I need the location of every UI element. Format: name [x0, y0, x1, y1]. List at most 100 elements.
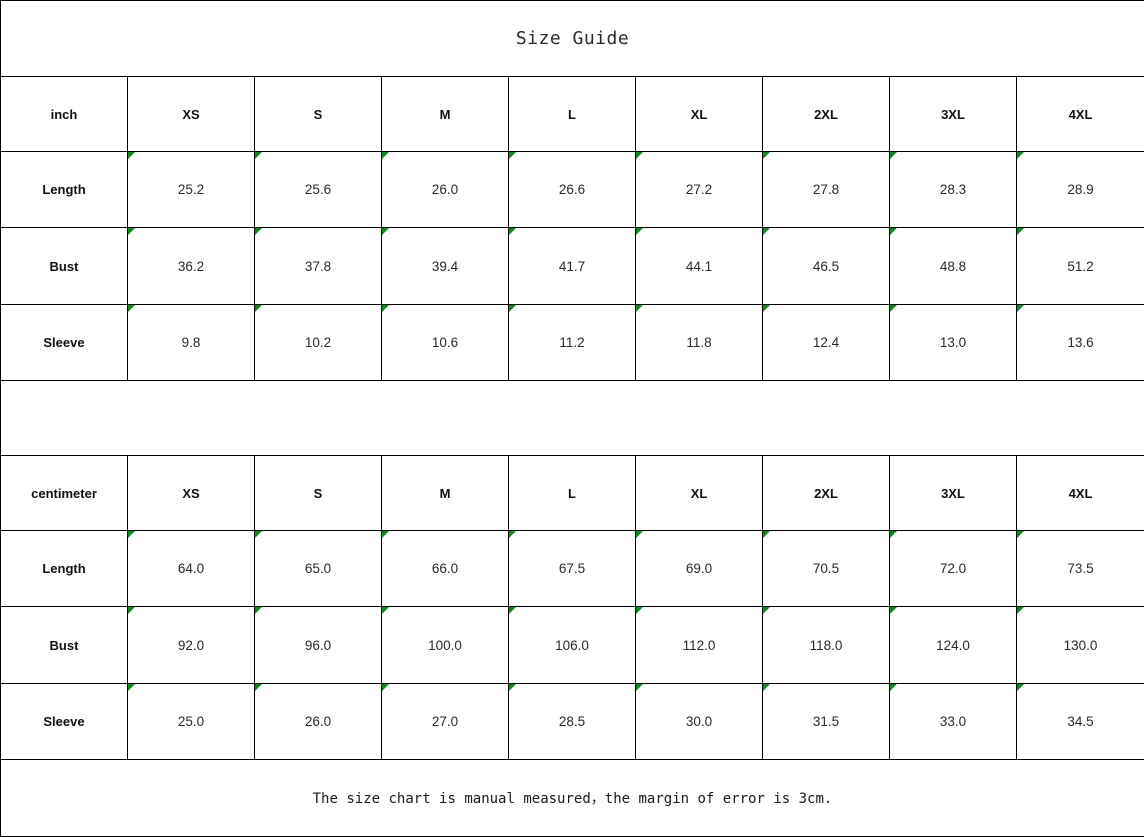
comment-marker-icon	[763, 152, 770, 159]
inch-row-label-sleeve: Sleeve	[1, 305, 128, 380]
measurement-value: 27.8	[812, 182, 840, 197]
centimeter-size-header-l: L	[509, 456, 636, 530]
measurement-value: 9.8	[181, 335, 201, 350]
measurement-cell: 48.8	[890, 228, 1017, 304]
measurement-cell: 67.5	[509, 531, 636, 606]
measurement-value: 41.7	[558, 258, 586, 274]
measurement-value: 25.2	[177, 182, 205, 197]
measurement-cell: 51.2	[1017, 228, 1144, 304]
comment-marker-icon	[763, 531, 770, 538]
measurement-cell: 33.0	[890, 684, 1017, 759]
measurement-value: 30.0	[685, 714, 713, 729]
comment-marker-icon	[636, 531, 643, 538]
centimeter-size-header-xl: XL	[636, 456, 763, 530]
comment-marker-icon	[382, 607, 389, 614]
comment-marker-icon	[1017, 531, 1024, 538]
measurement-value: 11.8	[686, 335, 712, 350]
measurement-value: 12.4	[812, 335, 840, 350]
comment-marker-icon	[763, 684, 770, 691]
inch-size-header-2xl: 2XL	[763, 77, 890, 151]
measurement-cell: 100.0	[382, 607, 509, 683]
measurement-cell: 44.1	[636, 228, 763, 304]
centimeter-row-label-sleeve: Sleeve	[1, 684, 128, 759]
measurement-value: 106.0	[555, 637, 589, 653]
measurement-value: 69.0	[685, 561, 713, 576]
measurement-cell: 27.2	[636, 152, 763, 227]
centimeter-size-header-s: S	[255, 456, 382, 530]
comment-marker-icon	[255, 305, 262, 312]
table-spacer-row	[1, 381, 1144, 456]
comment-marker-icon	[382, 531, 389, 538]
inch-table: inch XS S M L XL 2XL 3XL 4XL Length 25.2 25.6 26.0 26…	[1, 77, 1144, 381]
comment-marker-icon	[636, 684, 643, 691]
measurement-cell: 118.0	[763, 607, 890, 683]
measurement-cell: 27.8	[763, 152, 890, 227]
inch-size-header-s: S	[255, 77, 382, 151]
centimeter-size-header-xs: XS	[128, 456, 255, 530]
measurement-value: 11.2	[559, 335, 585, 350]
comment-marker-icon	[1017, 607, 1024, 614]
comment-marker-icon	[128, 228, 135, 235]
measurement-value: 26.0	[431, 182, 459, 197]
measurement-cell: 73.5	[1017, 531, 1144, 606]
measurement-cell: 11.8	[636, 305, 763, 380]
measurement-value: 33.0	[939, 714, 967, 729]
comment-marker-icon	[128, 684, 135, 691]
inch-size-header-4xl: 4XL	[1068, 106, 1093, 122]
centimeter-row-label-length: Length	[1, 531, 128, 606]
inch-size-header-3xl: 3XL	[890, 77, 1017, 151]
measurement-cell: 28.5	[509, 684, 636, 759]
measurement-value: 51.2	[1067, 258, 1094, 274]
measurement-cell: 10.6	[382, 305, 509, 380]
measurement-value: 96.0	[304, 637, 332, 653]
measurement-value: 31.5	[812, 714, 840, 729]
measurement-value: 130.0	[1063, 637, 1098, 653]
measurement-cell: 39.4	[382, 228, 509, 304]
measurement-value: 25.0	[177, 714, 205, 729]
comment-marker-icon	[128, 607, 135, 614]
comment-marker-icon	[763, 305, 770, 312]
measurement-value: 124.0	[936, 637, 970, 653]
measurement-cell: 26.0	[382, 152, 509, 227]
centimeter-row-label-bust: Bust	[1, 607, 128, 683]
measurement-value: 34.5	[1067, 714, 1094, 729]
measurement-cell: 25.0	[128, 684, 255, 759]
centimeter-size-header-2xl: 2XL	[763, 456, 890, 530]
measurement-value: 13.6	[1067, 335, 1094, 350]
measurement-value: 64.0	[177, 561, 205, 576]
centimeter-size-header-m: M	[382, 456, 509, 530]
comment-marker-icon	[890, 228, 897, 235]
comment-marker-icon	[382, 228, 389, 235]
comment-marker-icon	[382, 684, 389, 691]
comment-marker-icon	[763, 607, 770, 614]
table-row: Bust 36.2 37.8 39.4 41.7 44.1 46.5 48.8 51.2	[1, 228, 1144, 305]
measurement-value: 26.6	[558, 182, 586, 197]
comment-marker-icon	[509, 305, 516, 312]
measurement-cell: 64.0	[128, 531, 255, 606]
measurement-cell: 66.0	[382, 531, 509, 606]
comment-marker-icon	[382, 152, 389, 159]
measurement-cell: 130.0	[1017, 607, 1144, 683]
measurement-value: 100.0	[428, 637, 462, 653]
measurement-value: 28.3	[939, 182, 967, 197]
measurement-value: 73.5	[1067, 561, 1094, 576]
inch-unit-header: inch	[1, 77, 128, 151]
inch-header-row: inch XS S M L XL 2XL 3XL 4XL	[1, 77, 1144, 152]
measurement-cell: 28.3	[890, 152, 1017, 227]
comment-marker-icon	[1017, 684, 1024, 691]
measurement-cell: 92.0	[128, 607, 255, 683]
comment-marker-icon	[255, 684, 262, 691]
measurement-cell: 96.0	[255, 607, 382, 683]
measurement-value: 70.5	[812, 561, 840, 576]
inch-size-header-m: M	[382, 77, 509, 151]
measurement-cell: 70.5	[763, 531, 890, 606]
measurement-cell: 13.6	[1017, 305, 1144, 380]
measurement-value: 13.0	[939, 335, 967, 350]
measurement-cell: 28.9	[1017, 152, 1144, 227]
table-row: Sleeve 9.8 10.2 10.6 11.2 11.8 12.4 13.0 13.6	[1, 305, 1144, 381]
measurement-cell: 124.0	[890, 607, 1017, 683]
measurement-value: 37.8	[304, 258, 332, 274]
comment-marker-icon	[128, 152, 135, 159]
comment-marker-icon	[509, 531, 516, 538]
measurement-value: 26.0	[304, 714, 332, 729]
